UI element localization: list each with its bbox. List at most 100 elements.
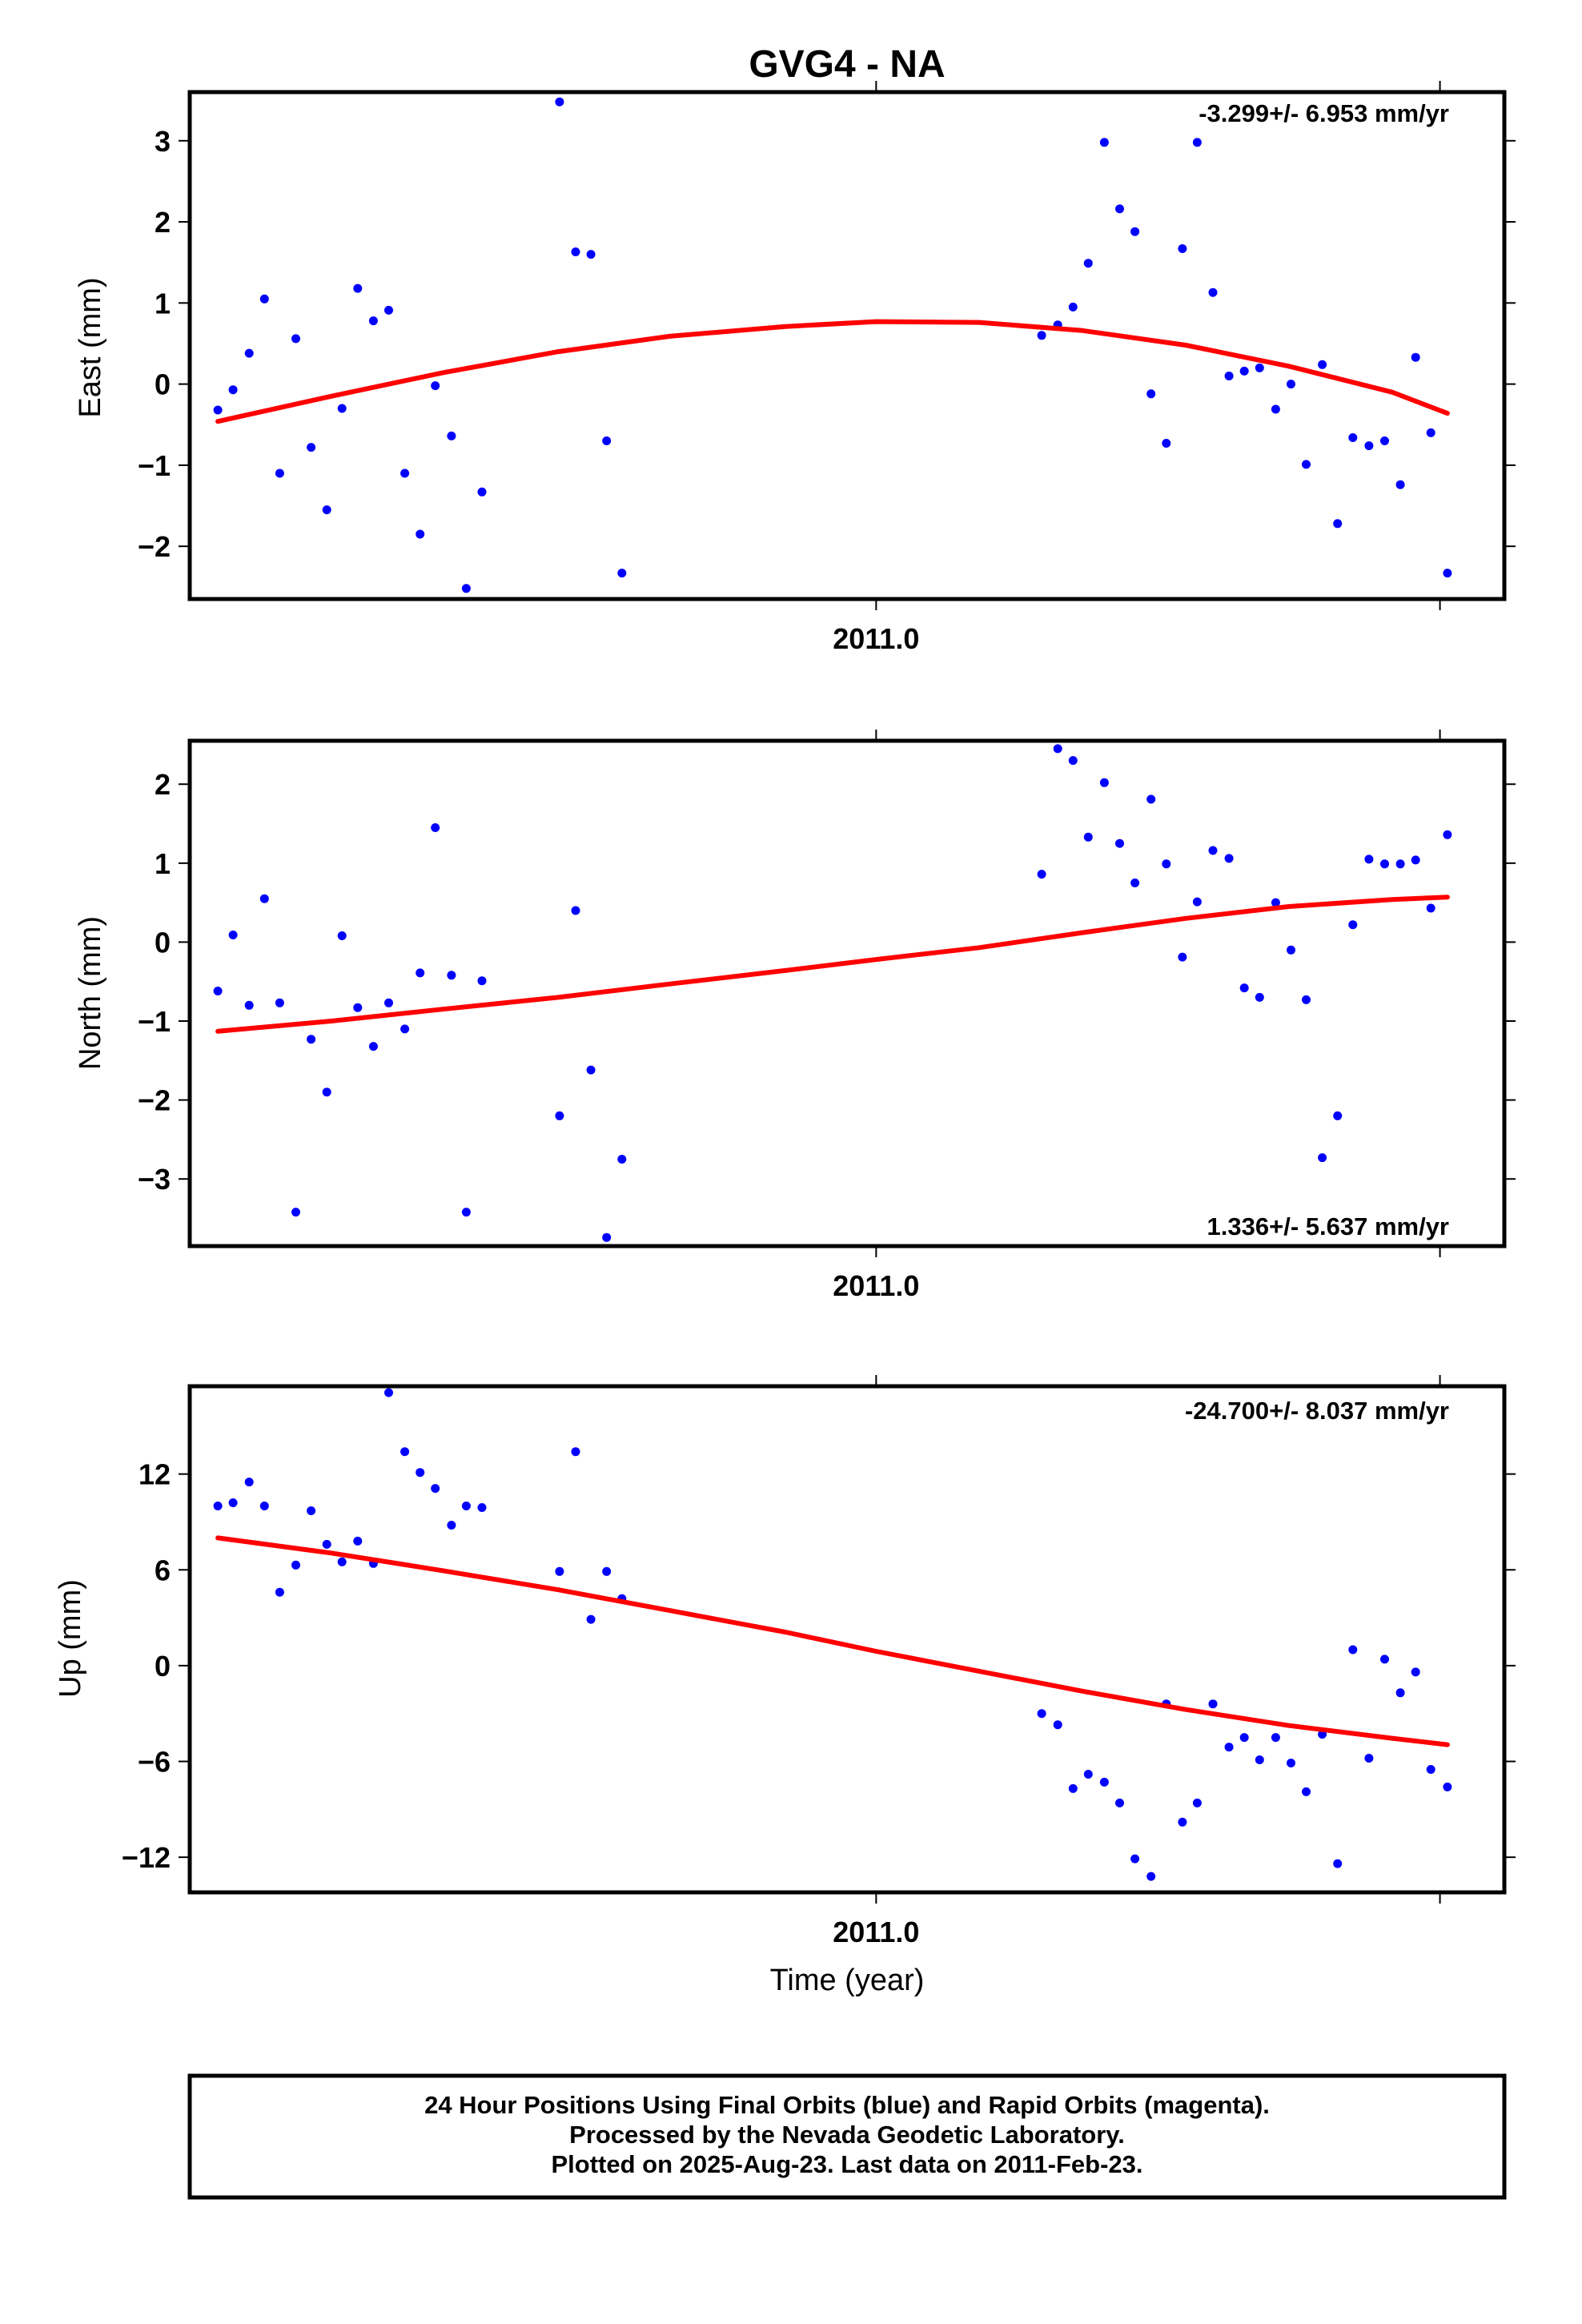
north-point-13 — [416, 968, 425, 978]
north-point-15 — [447, 971, 456, 980]
up-point-39 — [1287, 1759, 1295, 1767]
north-point-26 — [1083, 832, 1093, 842]
up-point-15 — [447, 1521, 456, 1530]
east-point-15 — [447, 431, 456, 440]
up-point-19 — [571, 1447, 580, 1457]
north-point-19 — [571, 906, 580, 915]
up-point-13 — [416, 1468, 425, 1478]
east-point-4 — [275, 468, 284, 478]
north-point-32 — [1178, 952, 1187, 962]
up-point-17 — [477, 1503, 487, 1512]
up-point-37 — [1255, 1755, 1264, 1764]
east-point-3 — [259, 294, 269, 304]
north-point-5 — [291, 1208, 300, 1217]
east-point-43 — [1348, 433, 1358, 442]
up-xtick-label-0: 2011.0 — [833, 1916, 919, 1948]
east-point-16 — [461, 584, 471, 593]
east-point-33 — [1192, 138, 1202, 147]
east-ytick-label-5: −2 — [138, 530, 171, 563]
north-point-6 — [307, 1035, 316, 1044]
up-point-28 — [1115, 1798, 1124, 1807]
up-ytick-label-2: 0 — [155, 1650, 171, 1683]
north-point-9 — [353, 1003, 363, 1012]
up-point-6 — [307, 1506, 316, 1515]
east-point-5 — [291, 334, 300, 344]
up-point-20 — [586, 1614, 596, 1624]
up-point-46 — [1395, 1688, 1405, 1698]
east-point-22 — [617, 569, 627, 578]
up-point-1 — [228, 1498, 238, 1507]
east-point-44 — [1364, 441, 1374, 451]
east-point-25 — [1068, 302, 1078, 312]
east-point-18 — [555, 97, 564, 107]
north-plot-frame — [187, 738, 1507, 1248]
east-plot-frame — [187, 90, 1507, 601]
up-point-4 — [275, 1587, 284, 1597]
up-point-43 — [1348, 1645, 1358, 1655]
east-point-39 — [1287, 380, 1295, 389]
east-point-49 — [1443, 569, 1452, 578]
up-point-21 — [602, 1566, 612, 1576]
north-point-42 — [1333, 1111, 1343, 1120]
east-point-12 — [400, 468, 410, 478]
north-ylabel: North (mm) — [74, 916, 107, 1070]
east-point-20 — [586, 250, 596, 259]
east-point-1 — [228, 385, 238, 395]
east-point-19 — [571, 247, 580, 256]
north-point-2 — [244, 1000, 254, 1010]
east-ytick-label-3: 0 — [155, 368, 171, 401]
up-point-9 — [353, 1536, 363, 1546]
north-ytick-label-4: −2 — [138, 1084, 171, 1117]
north-point-39 — [1287, 945, 1295, 955]
east-point-31 — [1162, 439, 1171, 448]
east-ytick-label-0: 3 — [155, 125, 171, 158]
north-point-43 — [1348, 920, 1358, 930]
north-point-38 — [1271, 898, 1280, 907]
up-fit-line — [215, 1535, 1450, 1747]
north-point-4 — [275, 998, 284, 1007]
footer-frame — [187, 2073, 1507, 2200]
north-point-18 — [555, 1111, 564, 1120]
up-ytick-label-4: −12 — [122, 1841, 171, 1874]
north-point-46 — [1395, 859, 1405, 869]
north-point-35 — [1224, 854, 1234, 863]
up-rate-label: -24.700+/- 8.037 mm/yr — [1185, 1397, 1449, 1425]
east-point-7 — [322, 505, 331, 515]
east-panel: East (mm) -3.299+/- 6.953 mm/yr 3 2 1 0 −1 −2… — [74, 81, 1516, 655]
north-point-17 — [477, 976, 487, 986]
up-point-30 — [1146, 1872, 1156, 1881]
north-point-0 — [213, 987, 223, 995]
north-point-22 — [617, 1155, 627, 1164]
up-point-38 — [1271, 1733, 1280, 1743]
north-fit-line — [215, 895, 1450, 1034]
east-point-2 — [244, 348, 254, 358]
up-point-44 — [1364, 1754, 1374, 1763]
up-point-5 — [291, 1560, 300, 1570]
north-point-34 — [1208, 846, 1218, 855]
east-point-8 — [337, 404, 347, 413]
up-point-7 — [322, 1539, 331, 1549]
up-point-26 — [1083, 1770, 1093, 1779]
x-axis-label: Time (year) — [770, 1964, 925, 1997]
up-point-40 — [1302, 1787, 1311, 1796]
east-point-48 — [1426, 428, 1435, 437]
north-ytick-label-1: 1 — [155, 847, 171, 880]
north-ytick-label-5: −3 — [138, 1163, 171, 1196]
north-point-33 — [1192, 897, 1202, 907]
up-point-23 — [1037, 1709, 1046, 1719]
east-point-27 — [1099, 138, 1109, 147]
north-point-10 — [368, 1042, 378, 1051]
up-point-42 — [1333, 1859, 1343, 1868]
north-point-30 — [1146, 794, 1156, 804]
east-point-34 — [1208, 287, 1218, 297]
east-point-14 — [431, 381, 440, 391]
east-ytick-label-1: 2 — [155, 206, 171, 239]
up-point-14 — [431, 1484, 440, 1494]
north-ytick-label-0: 2 — [155, 768, 171, 801]
up-point-16 — [461, 1502, 471, 1510]
north-point-21 — [602, 1232, 612, 1242]
east-point-9 — [353, 283, 363, 293]
north-point-44 — [1364, 854, 1374, 864]
up-point-32 — [1178, 1817, 1187, 1827]
